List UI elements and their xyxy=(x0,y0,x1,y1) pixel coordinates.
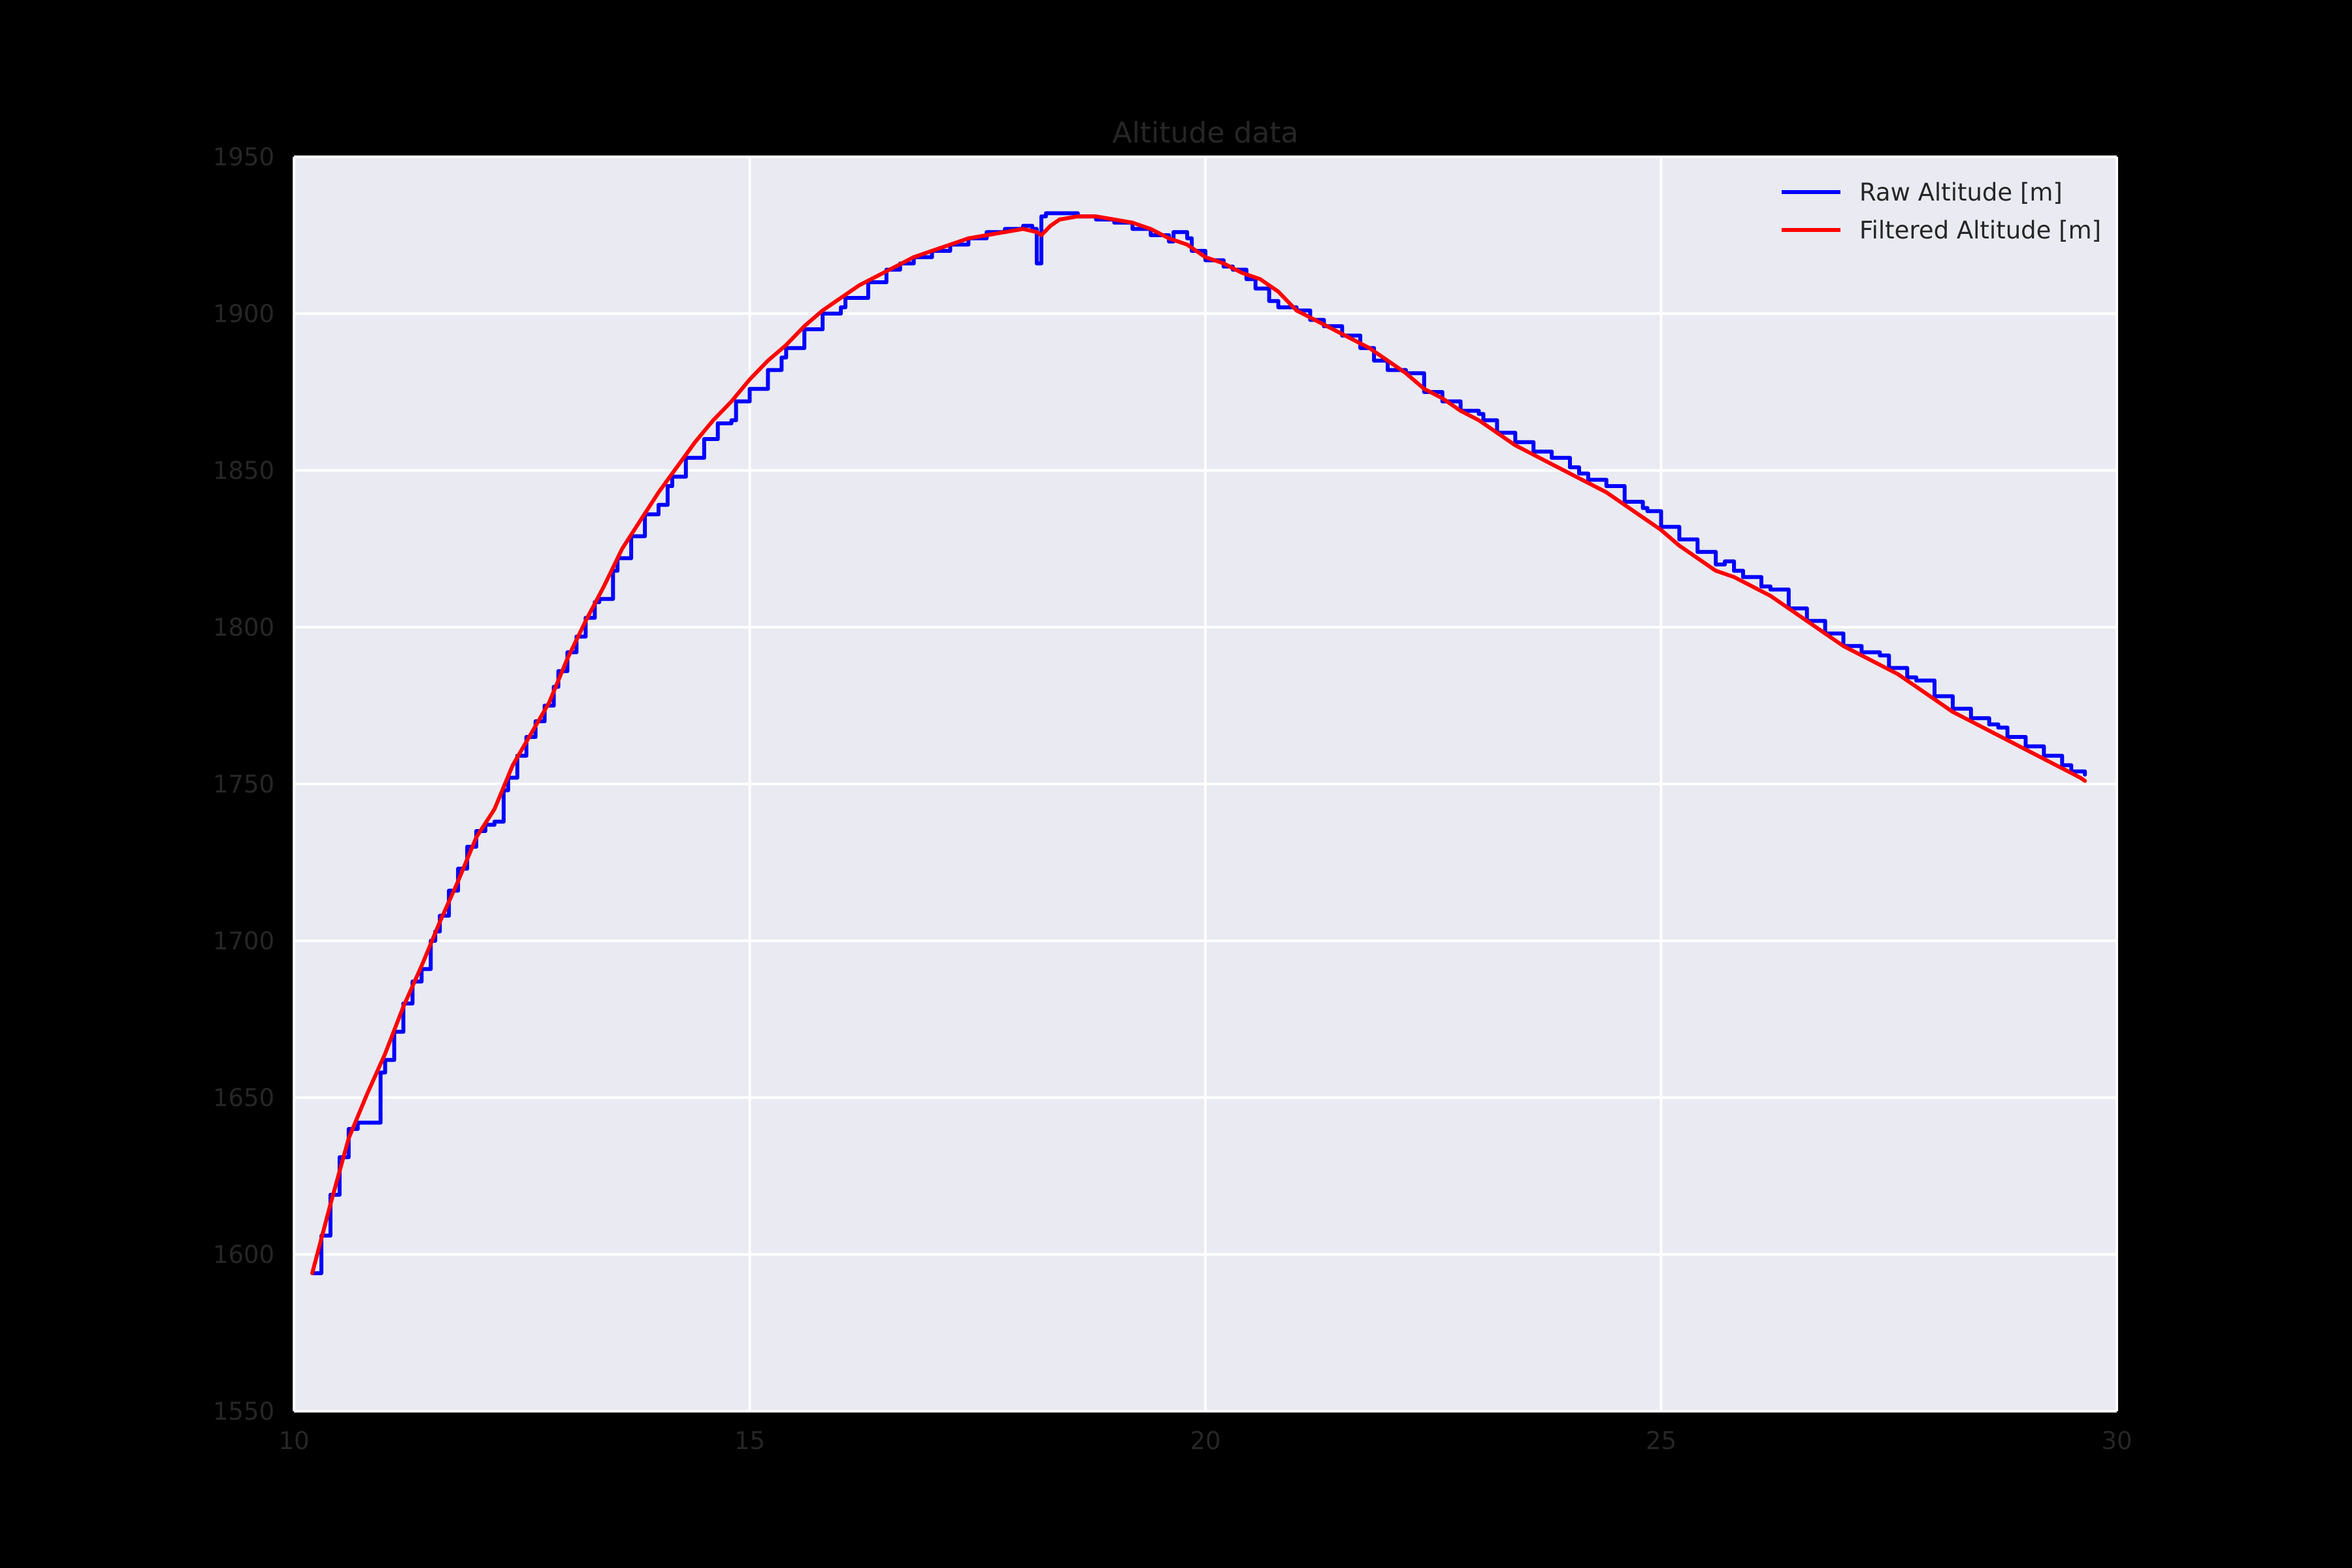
x-tick-label: 20 xyxy=(1190,1427,1220,1455)
x-tick-label: 25 xyxy=(1646,1427,1676,1455)
y-tick-label: 1600 xyxy=(213,1241,274,1269)
y-tick-label: 1900 xyxy=(213,300,274,328)
y-tick-label: 1550 xyxy=(213,1397,274,1426)
raw-altitude-line xyxy=(310,211,2087,1275)
filtered-altitude-line xyxy=(310,214,2087,1275)
legend-label-filtered: Filtered Altitude [m] xyxy=(1859,216,2101,244)
y-tick-label: 1950 xyxy=(213,143,274,171)
series-group xyxy=(310,211,2087,1275)
y-axis-ticks: 1550 1600 1650 1700 1750 1800 1850 1900 1950 xyxy=(213,143,274,1426)
x-tick-label: 30 xyxy=(2101,1427,2132,1455)
x-tick-label: 15 xyxy=(734,1427,765,1455)
x-tick-label: 10 xyxy=(278,1427,309,1455)
grid-lines xyxy=(293,155,2118,1413)
chart-title: Altitude data xyxy=(1112,116,1298,150)
y-tick-label: 1650 xyxy=(213,1084,274,1112)
legend: Raw Altitude [m] Filtered Altitude [m] xyxy=(1782,178,2101,244)
y-tick-label: 1850 xyxy=(213,457,274,485)
y-tick-label: 1700 xyxy=(213,927,274,955)
x-axis-ticks: 10 15 20 25 30 xyxy=(278,1427,2132,1455)
legend-label-raw: Raw Altitude [m] xyxy=(1859,178,2063,206)
y-tick-label: 1750 xyxy=(213,770,274,798)
y-tick-label: 1800 xyxy=(213,613,274,642)
